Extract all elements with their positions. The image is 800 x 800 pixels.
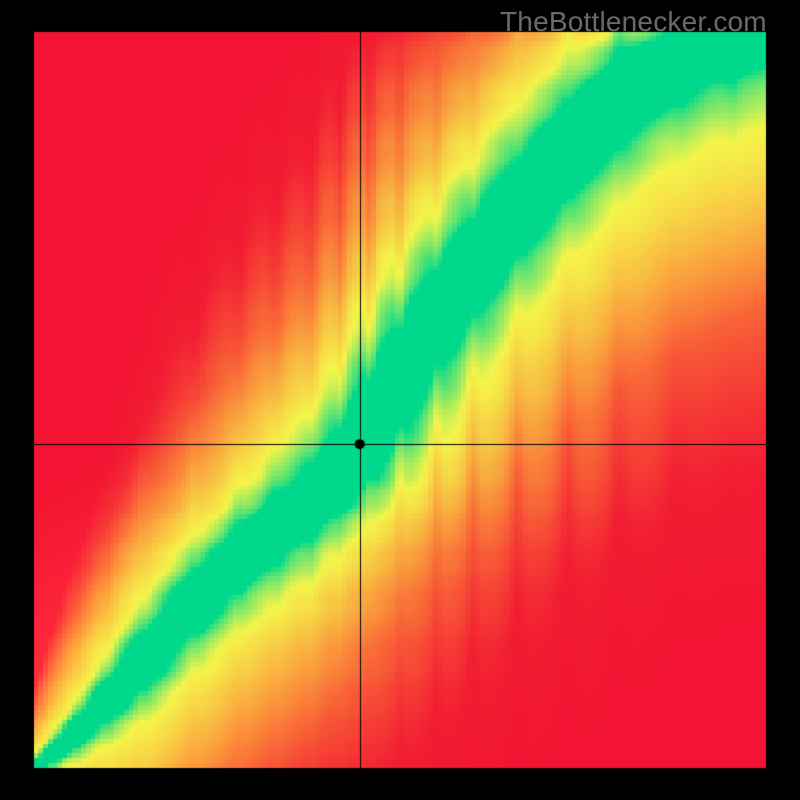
heatmap-canvas: [0, 0, 800, 800]
figure-root: TheBottlenecker.com: [0, 0, 800, 800]
watermark-text: TheBottlenecker.com: [500, 6, 767, 38]
